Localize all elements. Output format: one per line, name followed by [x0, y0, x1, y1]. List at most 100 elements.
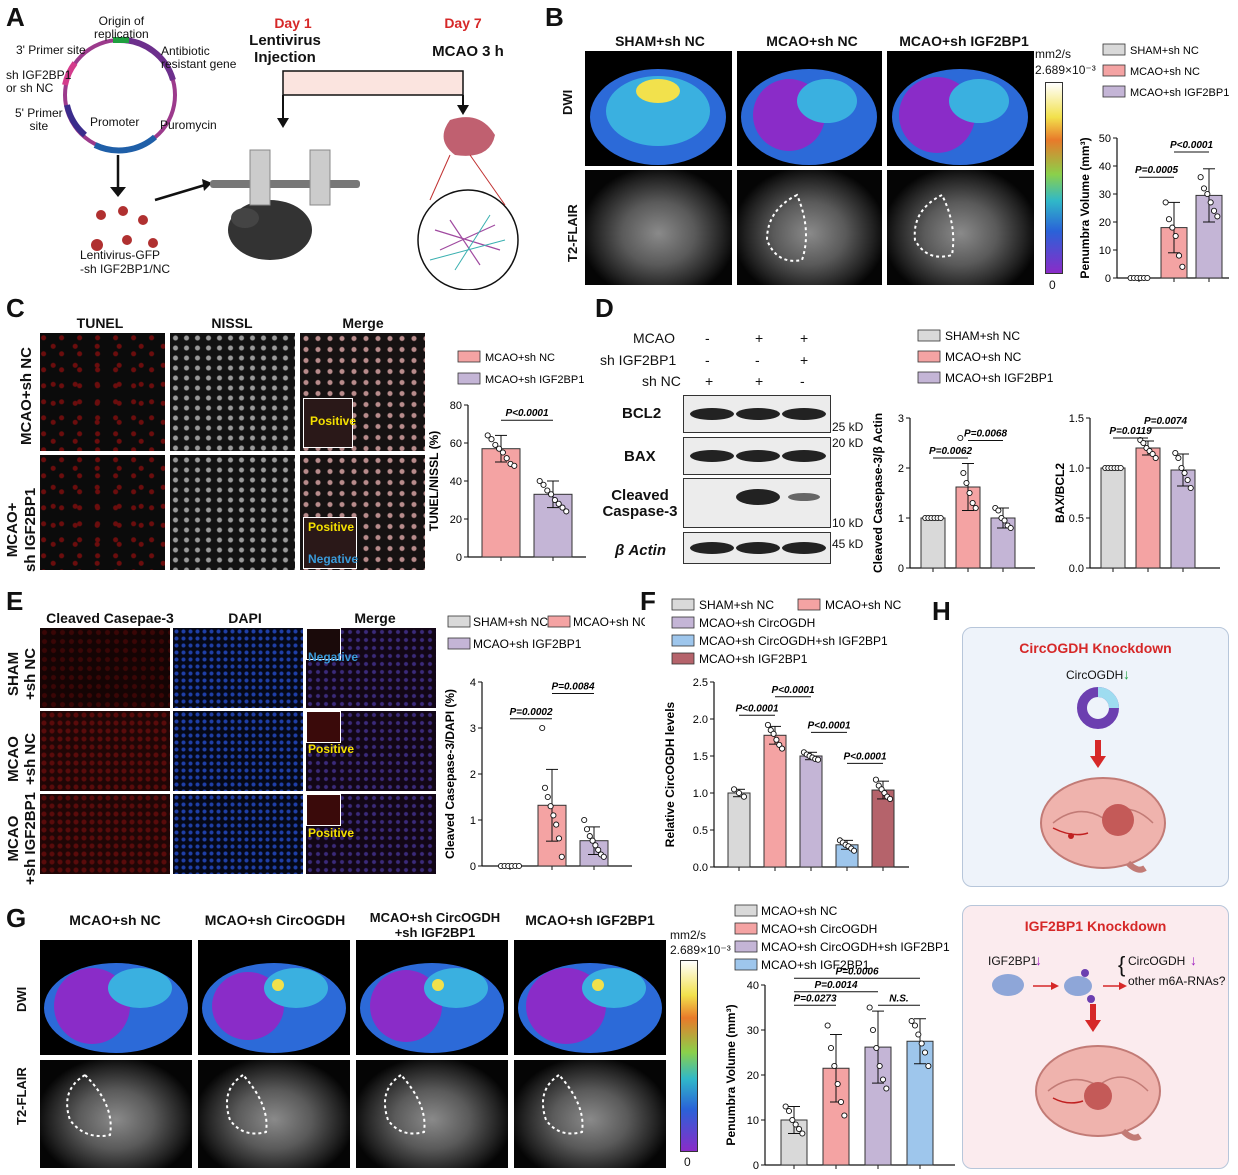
d2-point-0-5: [1117, 464, 1124, 472]
e-row-title-2: MCAO +sh NC: [5, 732, 39, 785]
b-ytick-label-1: 10: [1099, 245, 1111, 257]
c-point-1-5: [555, 500, 562, 507]
c-point-0-2: [492, 441, 499, 448]
b-point-0-5: [1144, 274, 1151, 282]
d-legend-label-1: MCAO+sh NC: [945, 350, 1022, 364]
b-legend-label-1: MCAO+sh NC: [1130, 66, 1200, 78]
d-blot-bcl2-label: BCL2: [622, 405, 662, 422]
day1-desc: Lentivirus Injection: [249, 32, 321, 66]
g-ylabel: Penumbra Volume (mm³): [724, 1004, 738, 1145]
d1-ytick-label-3: 3: [898, 413, 904, 425]
plasmid-insert-label: sh IGF2BP1 or sh NC: [6, 68, 72, 95]
b-ytick-label-5: 50: [1099, 133, 1111, 145]
d-blot-bax-label: BAX: [624, 448, 656, 465]
b-point-2-5: [1214, 213, 1221, 220]
brain-icon-2: [1035, 1045, 1161, 1141]
b-ytick-label-4: 40: [1099, 161, 1111, 173]
c-legend-label-1: MCAO+sh IGF2BP1: [485, 374, 584, 386]
g-scale-min: 0: [684, 1155, 691, 1169]
e-legend-label-1: MCAO+sh NC: [573, 615, 645, 629]
g-legend-swatch-0: [734, 904, 758, 917]
g-point-1-1: [827, 1044, 835, 1052]
b-legend-label-2: MCAO+sh IGF2BP1: [1130, 87, 1229, 99]
d1-point-1-3: [966, 489, 973, 497]
c-ytick-label-2: 40: [450, 476, 462, 488]
d1-ytick-label-0: 0: [898, 563, 904, 575]
e-point-2-4: [592, 842, 599, 849]
purple-down-arrow-icon: ↓: [1035, 952, 1042, 968]
f-ytick-label-0: 0.0: [693, 862, 708, 874]
c-inset-label-2: Positive: [308, 520, 355, 534]
g-t2-image-3: [356, 1060, 508, 1168]
c-tunel-image-1: [40, 333, 165, 451]
c-point-0-5: [503, 455, 510, 462]
purple-down-arrow-icon-2: ↓: [1190, 952, 1197, 968]
e-merge-image-2: Positive: [306, 711, 436, 791]
g-legend-swatch-1: [734, 922, 758, 935]
g-t2-image-4: [514, 1060, 666, 1168]
f-pvalue-1: P<0.0001: [771, 685, 815, 696]
f-pvalue-3: P<0.0001: [843, 751, 887, 762]
e-merge-image-1: Negative: [306, 628, 436, 708]
g-ytick-label-1: 10: [747, 1115, 759, 1127]
d2-point-2-3: [1181, 469, 1188, 477]
day7-desc: MCAO 3 h: [432, 43, 504, 60]
b-ytick-label-2: 20: [1099, 217, 1111, 229]
h-box2-right1: CircOGDH: [1128, 954, 1186, 968]
b-dwi-image-2: [737, 51, 882, 166]
d1-pvalue-0: P=0.0062: [929, 446, 973, 457]
d-cond-shnc: sh NC: [642, 373, 681, 389]
b-point-2-4: [1210, 207, 1218, 214]
b-point-1-3: [1172, 232, 1179, 240]
d-legend-swatch-2: [917, 371, 941, 384]
d2-point-2-4: [1184, 476, 1191, 484]
g-pvalue-1: P=0.0014: [814, 980, 858, 991]
f-ylabel: Relative CircOGDH levels: [663, 701, 677, 847]
brace-icon: {: [1118, 952, 1126, 977]
b-dwi-image-3: [887, 51, 1034, 166]
d1-bar-0: [920, 517, 946, 569]
g-pvalue-0: P=0.0273: [793, 993, 837, 1004]
g-point-3-4: [921, 1049, 929, 1056]
d-marker-45: 45 kD: [832, 537, 864, 551]
g-point-2-1: [869, 1026, 877, 1034]
d1-point-2-1: [995, 507, 1002, 514]
b-scale-min: 0: [1049, 278, 1056, 292]
f-ytick-label-2: 1.0: [693, 788, 708, 800]
c-row-title-1: MCAO+sh NC: [18, 347, 35, 445]
plasmid-primer5-label: 5' Primer site: [15, 106, 63, 133]
c-nissl-image-1: [170, 333, 295, 451]
g-point-2-5: [883, 1085, 890, 1092]
g-ytick-label-4: 40: [747, 980, 759, 992]
f-point-1-5: [779, 745, 786, 752]
chart-e: SHAM+sh NC MCAO+sh NC MCAO+sh IGF2BP1 0 1 2 3 4…: [443, 615, 645, 873]
e-point-2-5: [595, 846, 602, 853]
e-ytick-label-2: 2: [470, 769, 476, 781]
e-casp-image-1: [40, 628, 170, 708]
d2-point-2-0: [1172, 449, 1179, 457]
f-point-4-0: [872, 776, 879, 783]
c-point-1-0: [536, 477, 543, 485]
g-legend-swatch-3: [734, 958, 758, 971]
b-point-2-3: [1207, 199, 1214, 206]
h-box2-right2: other m6A-RNAs?: [1128, 974, 1226, 988]
d2-ytick-label-2: 1.0: [1069, 463, 1084, 475]
d1-point-2-5: [1007, 524, 1014, 532]
d2-ylabel: BAX/BCL2: [1053, 463, 1067, 523]
e-ytick-label-1: 1: [470, 815, 476, 827]
b-t2-image-1: [585, 170, 732, 285]
c-nissl-image-2: [170, 455, 295, 570]
plasmid-promoter-label: Promoter: [90, 115, 140, 129]
e-legend-label-0: SHAM+sh NC: [473, 615, 548, 629]
complex-icon: [1033, 969, 1127, 1003]
igf2bp1-protein-icon: [992, 974, 1024, 996]
g-point-0-0: [782, 1103, 789, 1110]
g-point-2-2: [873, 1044, 880, 1052]
c-point-1-1: [540, 481, 547, 488]
f-pvalue-2: P<0.0001: [807, 720, 851, 731]
g-colorbar: [680, 960, 698, 1152]
c-row-title-2: MCAO+ sh IGF2BP1: [4, 487, 39, 572]
e-row-title-3: MCAO +sh IGF2BP1: [5, 792, 39, 885]
b-point-2-0: [1197, 174, 1204, 181]
d2-point-1-4: [1149, 450, 1156, 458]
